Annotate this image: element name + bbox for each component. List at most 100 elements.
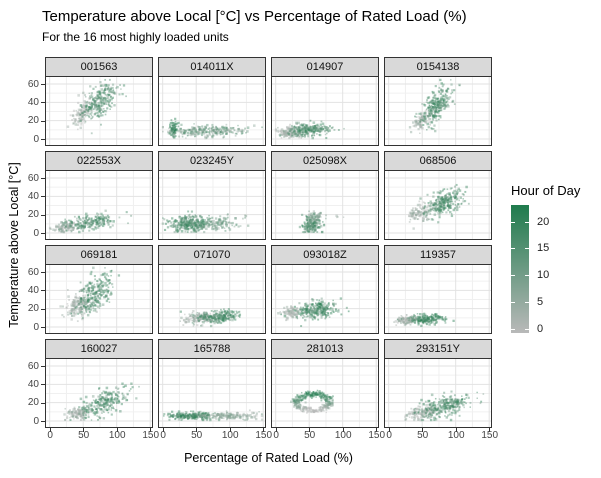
y-tick-mark [41, 196, 45, 198]
facet-0154138: 0154138 [384, 57, 492, 146]
x-tick-label: 150 [368, 430, 386, 441]
legend-tick-mark [525, 221, 529, 223]
facet-093018Z: 093018Z [271, 245, 379, 334]
y-tick-mark [41, 308, 45, 310]
y-tick-label: 0 [33, 133, 39, 145]
x-tick-label: 50 [191, 430, 203, 441]
y-tick-mark [41, 120, 45, 122]
x-tick-mark [49, 428, 51, 432]
facet-strip: 014011X [158, 57, 266, 77]
scatter-points-canvas [272, 171, 378, 239]
facet-069181: 069181 0 20 40 60 [28, 245, 153, 334]
facet-022553X: 022553X 0 20 40 60 [28, 151, 153, 240]
facet-strip: 160027 [45, 339, 153, 359]
facet-panel: 0 50 100 150 [158, 358, 272, 441]
facet-strip: 014907 [271, 57, 379, 77]
facet-strip: 281013 [271, 339, 379, 359]
y-tick-mark [41, 290, 45, 292]
legend-tick-mark [525, 275, 529, 276]
x-axis-title: Percentage of Rated Load (%) [184, 451, 353, 465]
y-tick-label: 40 [27, 378, 39, 390]
y-tick-mark [41, 233, 45, 234]
x-tick-mark [275, 428, 277, 432]
facet-panel [271, 170, 379, 240]
facet-160027: 160027 0 20 40 60 0 50 100 150 [28, 339, 159, 441]
scatter-points-canvas [272, 359, 378, 427]
facet-025098X: 025098X [271, 151, 379, 240]
x-tick-mark [342, 428, 344, 432]
facet-023245Y: 023245Y [158, 151, 266, 240]
legend-tick-mark [511, 248, 515, 250]
chart-title: Temperature above Local [°C] vs Percenta… [42, 8, 467, 25]
y-tick-mark [41, 214, 45, 216]
facet-panel [158, 264, 266, 334]
legend-tick-mark [511, 301, 515, 303]
facet-014907: 014907 [271, 57, 379, 146]
facet-panel [158, 76, 266, 146]
facet-panel: 0 50 100 150 [271, 358, 385, 441]
y-tick-mark [41, 366, 45, 367]
facet-068506: 068506 [384, 151, 492, 240]
y-tick-label: 0 [33, 415, 39, 427]
y-tick-mark [41, 139, 45, 140]
scatter-points-canvas [272, 265, 378, 333]
x-tick-mark [376, 428, 378, 432]
x-tick-label: 150 [481, 430, 499, 441]
x-tick-mark [422, 428, 424, 432]
facet-panel [271, 76, 379, 146]
facet-panel: 0 50 100 150 [384, 358, 498, 441]
facet-165788: 165788 0 50 100 150 [158, 339, 272, 441]
facet-119357: 119357 [384, 245, 492, 334]
y-tick-label: 40 [27, 96, 39, 108]
x-tick-mark [83, 428, 85, 432]
y-tick-label: 20 [27, 209, 39, 221]
x-tick-mark [196, 428, 198, 432]
x-tick-mark [116, 428, 118, 432]
x-tick-label: 100 [447, 430, 465, 441]
scatter-points-canvas [46, 77, 152, 145]
y-tick-label: 60 [27, 172, 39, 184]
x-tick-label: 150 [255, 430, 273, 441]
facet-panel [384, 76, 492, 146]
legend-tick-label: 0 [537, 322, 544, 335]
facet-panel [384, 264, 492, 334]
facet-panel: 0 20 40 60 [28, 264, 153, 334]
x-tick-label: 100 [334, 430, 352, 441]
scatter-points-canvas [46, 265, 152, 333]
x-tick-label: 50 [78, 430, 90, 441]
facet-panel: 0 20 40 60 [28, 76, 153, 146]
y-tick-label: 20 [27, 397, 39, 409]
facet-strip: 165788 [158, 339, 266, 359]
y-tick-mark [41, 178, 45, 179]
facet-strip: 001563 [45, 57, 153, 77]
y-tick-mark [41, 102, 45, 104]
x-tick-mark [150, 428, 152, 432]
legend-tick-mark [525, 301, 529, 303]
legend-tick-mark [511, 221, 515, 223]
facet-panel [271, 264, 379, 334]
legend-tick-mark [511, 275, 515, 276]
y-tick-label: 60 [27, 266, 39, 278]
legend-tick-mark [525, 248, 529, 250]
scatter-points-canvas [46, 171, 152, 239]
x-tick-mark [489, 428, 491, 432]
legend-tick-label: 10 [537, 269, 550, 281]
scatter-points-canvas [46, 359, 152, 427]
scatter-points-canvas [385, 77, 491, 145]
facet-strip: 119357 [384, 245, 492, 265]
y-tick-mark [41, 272, 45, 273]
facet-strip: 093018Z [271, 245, 379, 265]
scatter-points-canvas [159, 359, 265, 427]
x-tick-label: 50 [304, 430, 316, 441]
x-tick-mark [309, 428, 311, 432]
legend-tick-label: 5 [537, 295, 544, 308]
scatter-points-canvas [159, 77, 265, 145]
x-tick-label: 0 [273, 430, 279, 441]
x-tick-label: 0 [160, 430, 166, 441]
facet-071070: 071070 [158, 245, 266, 334]
facet-panel [158, 170, 266, 240]
facet-293151Y: 293151Y 0 50 100 150 [384, 339, 498, 441]
scatter-points-canvas [385, 265, 491, 333]
facet-281013: 281013 0 50 100 150 [271, 339, 385, 441]
y-tick-label: 60 [27, 78, 39, 90]
